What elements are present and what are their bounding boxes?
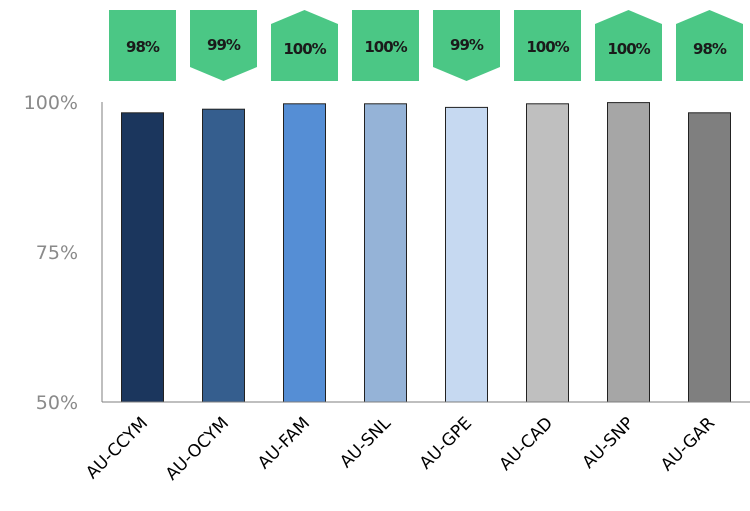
bar	[526, 103, 569, 403]
x-tick-label: AU-FAM	[254, 413, 314, 473]
bar	[364, 103, 407, 403]
bar	[121, 112, 164, 403]
bar	[202, 108, 245, 403]
value-badge	[676, 10, 743, 81]
data-label: 100%	[607, 40, 650, 58]
x-tick-label: AU-CAD	[496, 413, 557, 474]
bar	[445, 106, 488, 403]
y-tick-label: 100%	[24, 92, 78, 114]
data-label: 100%	[364, 38, 407, 56]
value-badge	[514, 10, 581, 81]
data-label: 100%	[283, 40, 326, 58]
bar	[688, 112, 731, 403]
value-badge	[109, 10, 176, 81]
x-tick-labels: AU-CCYM AU-OCYM AU-FAM AU-SNL AU-GPE AU-CAD AU…	[82, 413, 719, 485]
x-tick-label: AU-SNP	[579, 413, 638, 472]
value-badge	[433, 10, 500, 81]
y-tick-labels: 50% 75% 100%	[24, 92, 78, 414]
x-tick-label: AU-GAR	[657, 413, 719, 475]
data-label: 99%	[450, 36, 484, 54]
y-tick-label: 50%	[36, 392, 78, 414]
value-badge	[190, 10, 257, 81]
axes	[101, 102, 750, 403]
data-label: 98%	[126, 38, 160, 56]
x-tick-label: AU-CCYM	[82, 413, 152, 483]
bar	[283, 103, 326, 403]
value-badge	[352, 10, 419, 81]
y-tick-label: 75%	[36, 242, 78, 264]
value-badge	[271, 10, 338, 81]
x-tick-label: AU-OCYM	[162, 413, 233, 484]
x-tick-label: AU-GPE	[416, 413, 476, 473]
data-label: 99%	[207, 36, 241, 54]
data-label: 98%	[693, 40, 727, 58]
bar	[607, 102, 650, 403]
x-tick-label: AU-SNL	[336, 413, 395, 472]
badge-group: 98% 99% 100% 100% 99% 100% 100% 98%	[109, 10, 743, 81]
bar-group	[121, 102, 731, 403]
value-badge	[595, 10, 662, 81]
data-label: 100%	[526, 38, 569, 56]
